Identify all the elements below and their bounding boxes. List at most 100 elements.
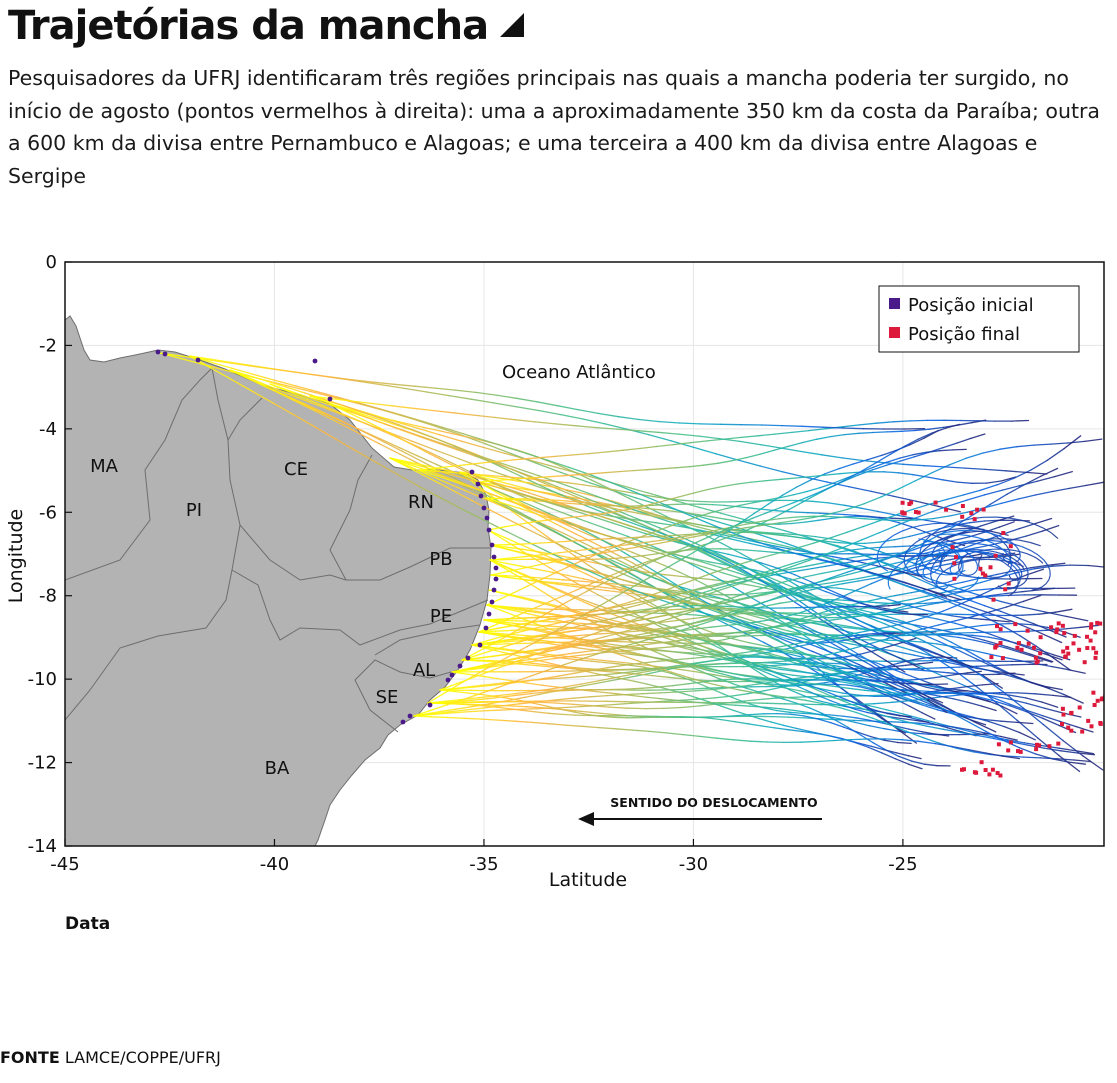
trajectory-segment xyxy=(832,685,850,689)
trajectory-segment xyxy=(908,641,929,651)
trajectory-segment xyxy=(782,533,801,536)
trajectory-segment xyxy=(478,695,497,699)
trajectory-segment xyxy=(477,660,495,663)
trajectory-segment xyxy=(863,496,882,505)
trajectory-segment xyxy=(460,440,484,448)
trajectory-segment xyxy=(797,663,813,670)
trajectory-segment xyxy=(1010,578,1014,581)
trajectory-segment xyxy=(775,563,792,570)
trajectory-segment xyxy=(534,601,550,609)
trajectory-segment xyxy=(752,499,768,504)
trajectory-segment xyxy=(743,583,761,588)
trajectory-segment xyxy=(452,690,468,694)
trajectory-segment xyxy=(356,431,380,445)
trajectory-segment xyxy=(903,556,906,562)
trajectory-segment xyxy=(561,506,580,513)
trajectory-segment xyxy=(524,663,542,667)
trajectory-segment xyxy=(953,698,969,703)
trajectory-segment xyxy=(607,528,628,537)
trajectory-segment xyxy=(1000,574,1006,578)
trajectory-segment xyxy=(696,540,713,551)
trajectory-segment xyxy=(673,651,689,654)
trajectory-segment xyxy=(989,594,1008,598)
trajectory-segment xyxy=(530,691,547,695)
trajectory-segment xyxy=(630,668,646,670)
trajectory-segment xyxy=(695,626,712,630)
trajectory-segment xyxy=(711,516,726,520)
trajectory-segment xyxy=(918,559,924,566)
trajectory-segment xyxy=(926,595,945,601)
initial-position-point xyxy=(493,576,499,582)
trajectory-segment xyxy=(586,628,604,632)
trajectory-segment xyxy=(646,468,662,471)
trajectory-segment xyxy=(992,539,1011,546)
trajectory-segment xyxy=(729,500,748,503)
trajectory-segment xyxy=(763,686,782,692)
trajectory-segment xyxy=(830,515,849,519)
final-position-point xyxy=(1008,740,1013,745)
trajectory-segment xyxy=(595,606,614,612)
trajectory-segment xyxy=(552,558,571,567)
trajectory-segment xyxy=(597,597,613,608)
trajectory-segment xyxy=(791,640,810,646)
trajectory-segment xyxy=(680,499,699,503)
trajectory-segment xyxy=(858,422,878,426)
trajectory-segment xyxy=(860,602,879,610)
trajectory-segment xyxy=(307,396,329,405)
trajectory-segment xyxy=(943,651,965,665)
trajectory-segment xyxy=(562,637,582,646)
trajectory-segment xyxy=(811,565,827,570)
trajectory-segment xyxy=(732,597,750,603)
trajectory-segment xyxy=(554,702,574,705)
trajectory-segment xyxy=(669,534,686,537)
trajectory-segment xyxy=(1032,523,1044,529)
trajectory-segment xyxy=(649,595,672,604)
trajectory-segment xyxy=(966,649,984,661)
trajectory-segment xyxy=(466,707,485,711)
trajectory-segment xyxy=(745,523,761,532)
trajectory-segment xyxy=(566,685,582,690)
trajectory-segment xyxy=(612,604,629,609)
trajectory-segment xyxy=(540,684,558,688)
trajectory-segment xyxy=(770,580,790,586)
trajectory-segment xyxy=(973,721,997,733)
trajectory-segment xyxy=(678,578,697,586)
trajectory-segment xyxy=(693,634,714,637)
trajectory-segment xyxy=(664,611,682,617)
final-position-point xyxy=(1003,587,1008,592)
trajectory-segment xyxy=(714,580,732,586)
trajectory-segment xyxy=(570,653,589,658)
trajectory-segment xyxy=(1058,747,1078,752)
trajectory-segment xyxy=(781,648,799,653)
trajectory-segment xyxy=(619,507,636,512)
trajectory-segment xyxy=(684,556,698,561)
trajectory-segment xyxy=(472,684,491,688)
trajectory-segment xyxy=(422,474,441,485)
trajectory-segment xyxy=(880,449,897,457)
trajectory-segment xyxy=(457,458,483,468)
trajectory-segment xyxy=(743,675,758,679)
trajectory-segment xyxy=(596,648,615,655)
trajectory-segment xyxy=(323,412,344,423)
trajectory-segment xyxy=(469,669,486,679)
trajectory-segment xyxy=(829,433,846,438)
trajectory-segment xyxy=(562,579,579,582)
trajectory-segment xyxy=(985,611,1013,622)
trajectory-segment xyxy=(379,417,400,426)
trajectory-segment xyxy=(881,752,896,760)
final-position-point xyxy=(998,773,1003,778)
trajectory-segment xyxy=(420,460,441,472)
trajectory-segment xyxy=(817,553,834,558)
trajectory-segment xyxy=(632,562,649,573)
trajectory-segment xyxy=(931,580,936,586)
trajectory-segment xyxy=(735,505,749,509)
trajectory-segment xyxy=(1004,571,1009,576)
triangle-icon xyxy=(500,13,525,37)
trajectory-segment xyxy=(497,497,511,500)
trajectory-segment xyxy=(889,693,907,701)
trajectory-segment xyxy=(976,543,995,549)
trajectory-segment xyxy=(995,534,1004,538)
trajectory-segment xyxy=(545,501,563,508)
trajectory-segment xyxy=(270,367,293,373)
trajectory-segment xyxy=(609,660,629,664)
